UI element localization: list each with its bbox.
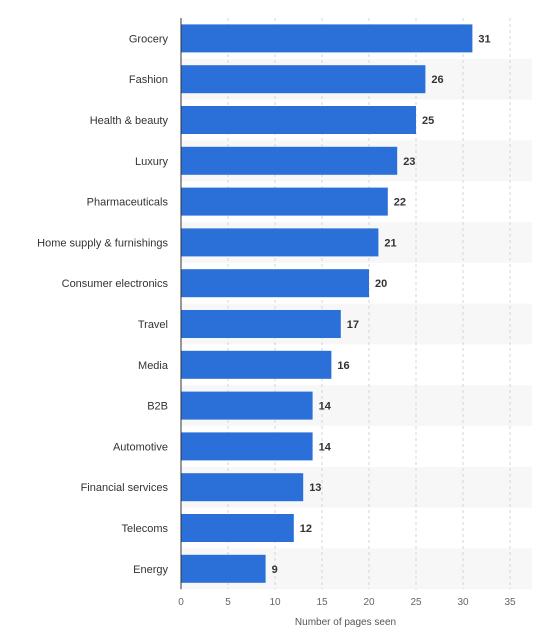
- category-labels: Grocery Fashion Health & beauty Luxury Pharm…: [37, 33, 169, 575]
- value-label: 9: [272, 564, 278, 576]
- x-tick-label: 25: [410, 597, 422, 608]
- value-label: 21: [384, 237, 396, 249]
- value-labels: 31 26 25 23 22 21 20 17 16 14 14 13 12 9: [272, 33, 491, 575]
- value-label: 31: [478, 33, 490, 45]
- bar[interactable]: [181, 514, 294, 542]
- category-label: Luxury: [135, 156, 169, 168]
- bar[interactable]: [181, 187, 388, 216]
- x-tick-label: 5: [225, 597, 231, 608]
- bar[interactable]: [181, 146, 398, 175]
- x-axis-title: Number of pages seen: [295, 617, 396, 628]
- category-label: Energy: [133, 564, 168, 576]
- x-tick-label: 15: [316, 597, 328, 608]
- bar[interactable]: [181, 350, 332, 379]
- bar[interactable]: [181, 65, 426, 94]
- category-label: Travel: [138, 319, 168, 331]
- category-label: B2B: [147, 401, 168, 413]
- value-label: 17: [347, 319, 359, 331]
- bar[interactable]: [181, 106, 416, 134]
- x-tick-label: 20: [363, 597, 375, 608]
- bar[interactable]: [181, 473, 304, 502]
- x-axis-ticks: 0 5 10 15 20 25 30 35: [178, 597, 516, 608]
- value-label: 25: [422, 115, 434, 127]
- x-tick-label: 10: [269, 597, 281, 608]
- bars-group: [181, 24, 473, 583]
- value-label: 23: [403, 156, 415, 168]
- category-label: Telecoms: [122, 523, 169, 535]
- category-label: Automotive: [113, 441, 168, 453]
- value-label: 26: [431, 74, 443, 86]
- category-label: Fashion: [129, 74, 168, 86]
- bar[interactable]: [181, 24, 473, 53]
- value-label: 14: [319, 401, 332, 413]
- value-label: 12: [300, 523, 312, 535]
- bar[interactable]: [181, 269, 369, 298]
- category-label: Health & beauty: [90, 115, 169, 127]
- x-tick-label: 35: [504, 597, 516, 608]
- value-label: 22: [394, 197, 406, 209]
- bar[interactable]: [181, 554, 266, 583]
- category-label: Consumer electronics: [62, 278, 169, 290]
- value-label: 16: [337, 360, 349, 372]
- x-tick-label: 0: [178, 597, 184, 608]
- bar[interactable]: [181, 310, 341, 338]
- bar[interactable]: [181, 228, 379, 257]
- bar[interactable]: [181, 391, 313, 420]
- category-label: Grocery: [129, 33, 169, 45]
- category-label: Pharmaceuticals: [87, 197, 169, 209]
- value-label: 13: [309, 482, 321, 494]
- bar[interactable]: [181, 432, 313, 461]
- value-label: 14: [319, 441, 332, 453]
- x-tick-label: 30: [457, 597, 469, 608]
- category-label: Media: [138, 360, 169, 372]
- category-label: Home supply & furnishings: [37, 237, 168, 249]
- value-label: 20: [375, 278, 387, 290]
- category-label: Financial services: [81, 482, 169, 494]
